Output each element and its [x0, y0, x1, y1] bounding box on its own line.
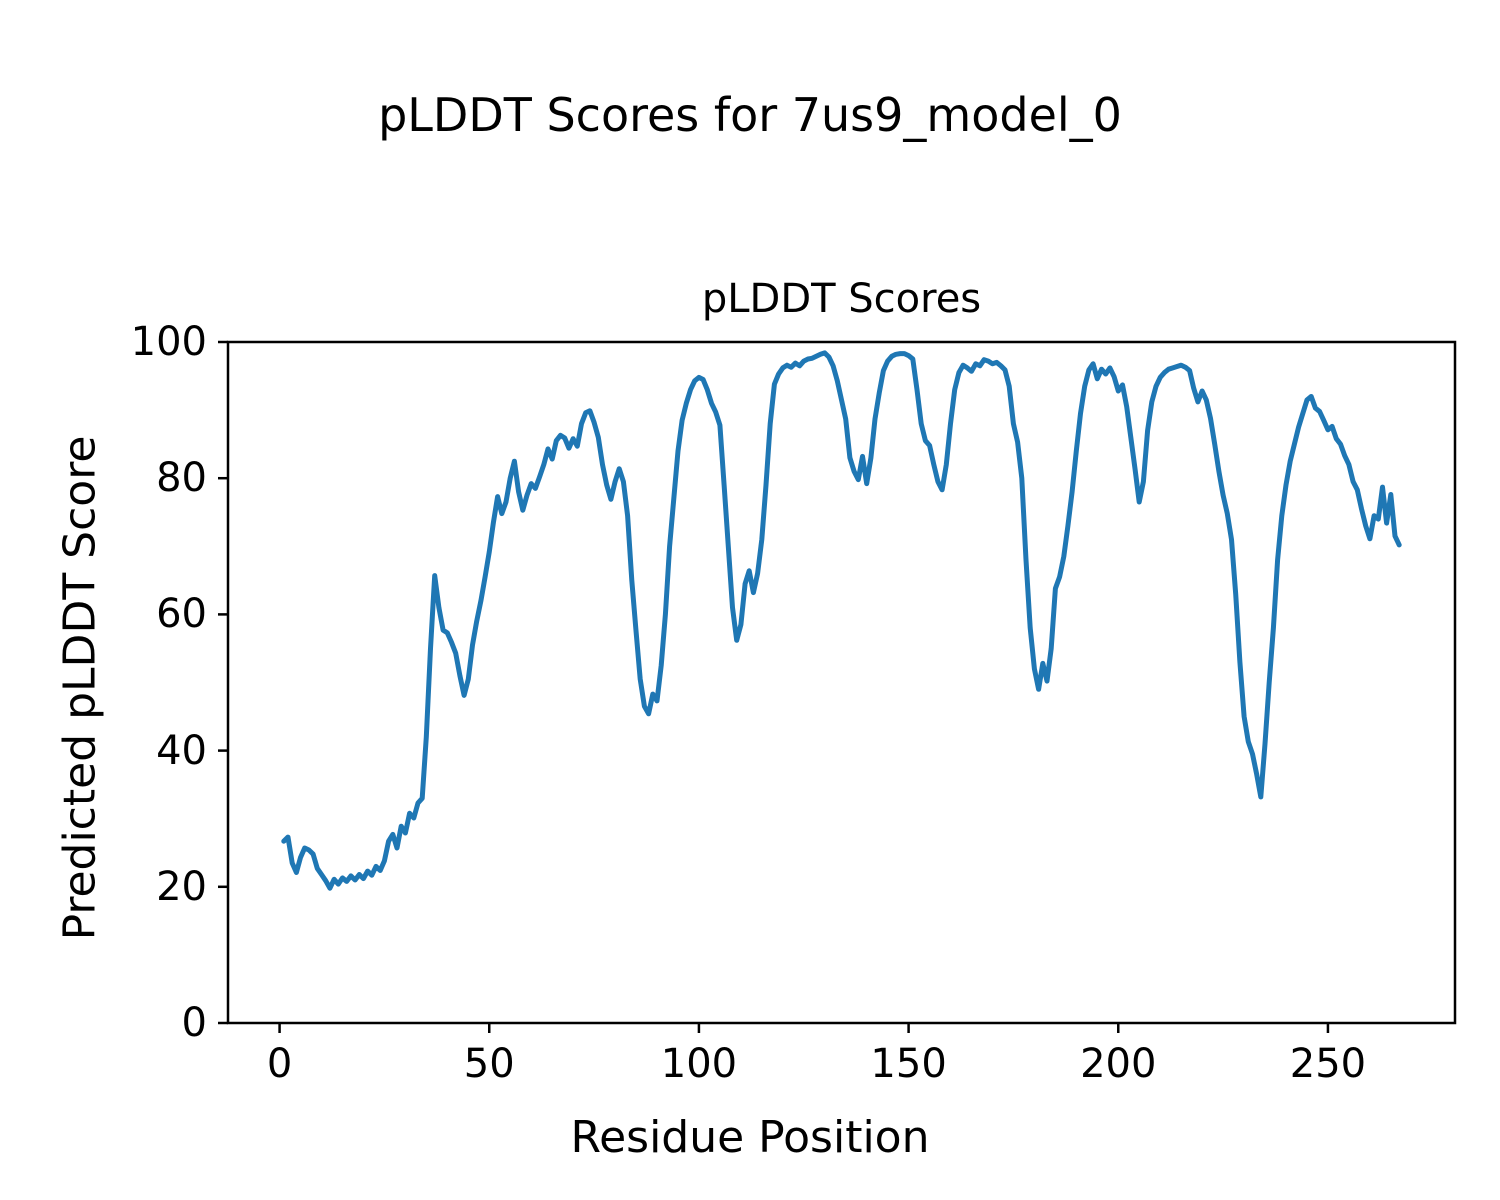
x-tick-label: 150 [870, 1041, 947, 1087]
y-tick-label: 100 [130, 319, 207, 365]
axes-spines [226, 340, 1457, 1025]
x-axis-label: Residue Position [570, 1112, 930, 1163]
x-tick-label: 200 [1080, 1041, 1157, 1087]
plddt-line [281, 350, 1402, 891]
axes-title: pLDDT Scores [701, 276, 982, 322]
y-tick-label: 60 [156, 591, 207, 638]
y-tick-label: 40 [156, 727, 207, 774]
axis-ticks [218, 340, 1330, 1033]
y-tick-label: 80 [156, 455, 207, 502]
x-tick-label: 250 [1289, 1041, 1367, 1087]
y-tick-label: 20 [156, 863, 207, 910]
x-tick-label: 100 [660, 1041, 738, 1087]
y-tick-label: 0 [181, 1000, 207, 1046]
x-tick-label: 0 [266, 1041, 293, 1087]
y-axis-label-text: Predicted pLDDT Score [54, 435, 106, 941]
x-tick-label: 50 [463, 1041, 515, 1087]
figure-suptitle: pLDDT Scores for 7us9_model_0 [378, 88, 1122, 142]
